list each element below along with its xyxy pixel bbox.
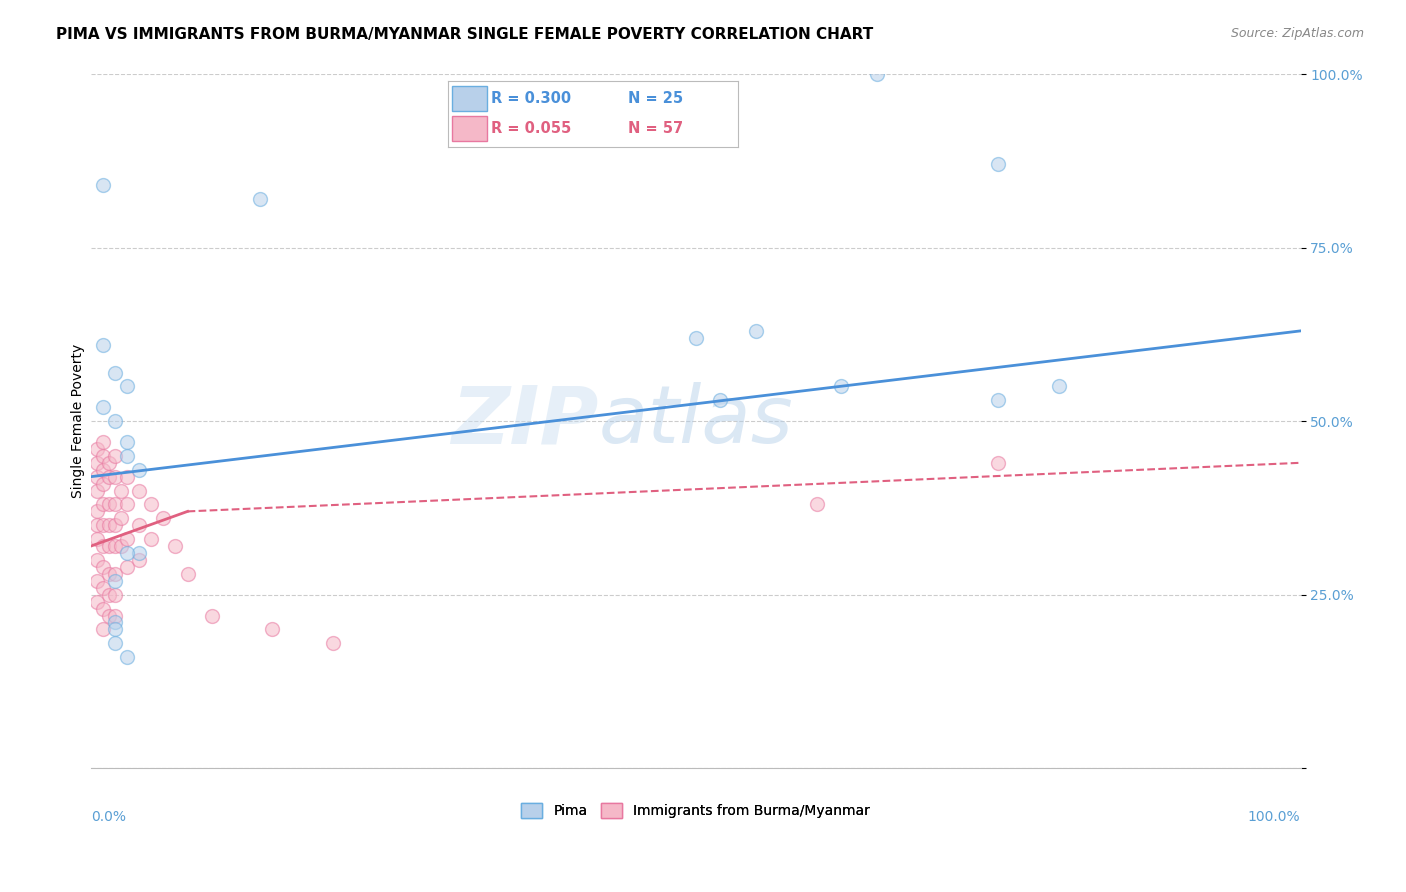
Point xyxy=(97,518,120,533)
Point xyxy=(86,594,108,608)
Point xyxy=(104,623,127,637)
Point xyxy=(830,379,852,393)
Point xyxy=(104,518,127,533)
Point xyxy=(176,566,198,581)
Point xyxy=(115,469,138,483)
Legend: Pima, Immigrants from Burma/Myanmar: Pima, Immigrants from Burma/Myanmar xyxy=(516,797,876,824)
Point xyxy=(91,178,114,193)
Point xyxy=(91,581,114,595)
Point xyxy=(128,463,150,477)
Point xyxy=(104,498,127,512)
Point xyxy=(115,449,138,463)
Point xyxy=(115,434,138,449)
Point xyxy=(987,157,1010,171)
Point xyxy=(128,553,150,567)
Point xyxy=(91,338,114,352)
Point xyxy=(128,518,150,533)
Point xyxy=(322,636,344,650)
Point xyxy=(97,539,120,553)
Point xyxy=(86,504,108,518)
Point xyxy=(110,511,132,525)
Point xyxy=(86,518,108,533)
Point xyxy=(97,469,120,483)
Text: 100.0%: 100.0% xyxy=(1249,810,1301,824)
Point xyxy=(104,414,127,428)
Point xyxy=(91,518,114,533)
Point xyxy=(86,456,108,470)
Point xyxy=(86,574,108,588)
Point xyxy=(115,650,138,665)
Point xyxy=(86,553,108,567)
Point xyxy=(97,456,120,470)
Point xyxy=(115,532,138,546)
Point xyxy=(97,588,120,602)
Text: Source: ZipAtlas.com: Source: ZipAtlas.com xyxy=(1230,27,1364,40)
Point xyxy=(866,67,889,81)
Point xyxy=(104,449,127,463)
Point xyxy=(141,532,163,546)
Point xyxy=(987,393,1010,408)
Point xyxy=(141,498,163,512)
Point xyxy=(97,498,120,512)
Point xyxy=(745,324,768,338)
Point xyxy=(91,601,114,615)
Point xyxy=(104,574,127,588)
Point xyxy=(201,608,224,623)
Text: ZIP: ZIP xyxy=(451,382,599,460)
Point xyxy=(115,546,138,560)
Point xyxy=(987,456,1010,470)
Point xyxy=(86,483,108,498)
Point xyxy=(91,498,114,512)
Y-axis label: Single Female Poverty: Single Female Poverty xyxy=(72,344,86,499)
Point xyxy=(165,539,187,553)
Point xyxy=(806,498,828,512)
Point xyxy=(91,476,114,491)
Point xyxy=(104,366,127,380)
Text: 0.0%: 0.0% xyxy=(91,810,125,824)
Point xyxy=(91,449,114,463)
Point xyxy=(91,560,114,574)
Point xyxy=(1047,379,1070,393)
Point xyxy=(91,463,114,477)
Point xyxy=(128,483,150,498)
Point xyxy=(709,393,731,408)
Point xyxy=(249,192,271,206)
Text: atlas: atlas xyxy=(599,382,793,460)
Text: PIMA VS IMMIGRANTS FROM BURMA/MYANMAR SINGLE FEMALE POVERTY CORRELATION CHART: PIMA VS IMMIGRANTS FROM BURMA/MYANMAR SI… xyxy=(56,27,873,42)
Point xyxy=(86,442,108,456)
Point xyxy=(262,623,284,637)
Point xyxy=(685,331,707,345)
Point xyxy=(115,379,138,393)
Point xyxy=(152,511,174,525)
Point xyxy=(104,636,127,650)
Point xyxy=(104,588,127,602)
Point xyxy=(97,566,120,581)
Point xyxy=(110,483,132,498)
Point xyxy=(91,401,114,415)
Point xyxy=(91,539,114,553)
Point xyxy=(91,434,114,449)
Point xyxy=(104,539,127,553)
Point xyxy=(104,566,127,581)
Point xyxy=(104,615,127,630)
Point xyxy=(110,539,132,553)
Point xyxy=(86,532,108,546)
Point xyxy=(104,469,127,483)
Point xyxy=(115,498,138,512)
Point xyxy=(128,546,150,560)
Point xyxy=(97,608,120,623)
Point xyxy=(115,560,138,574)
Point xyxy=(91,623,114,637)
Point xyxy=(86,469,108,483)
Point xyxy=(104,608,127,623)
